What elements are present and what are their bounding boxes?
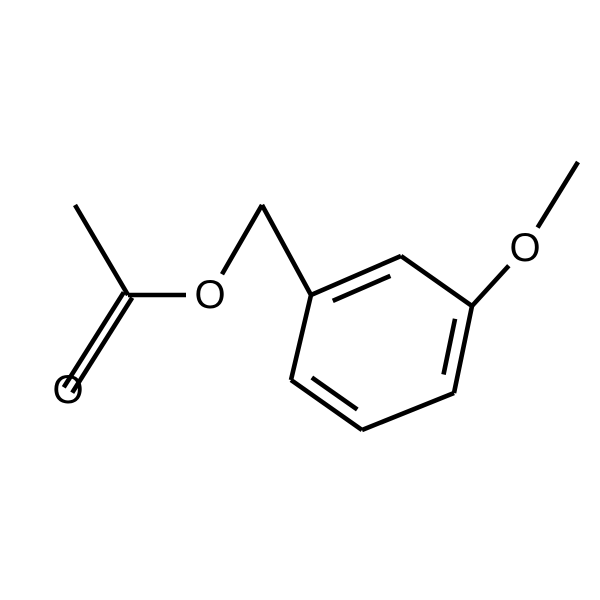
bond-line <box>362 393 454 430</box>
bond-line <box>444 319 456 375</box>
atom-label-o: O <box>194 273 225 317</box>
bond-line <box>538 162 578 228</box>
bond-line <box>312 378 357 410</box>
bond-line <box>454 306 472 393</box>
bond-line <box>75 205 128 295</box>
bond-line <box>472 266 509 306</box>
atom-label-o: O <box>509 226 540 270</box>
bond-line <box>291 295 311 380</box>
bond-line <box>222 205 262 274</box>
bond-line <box>401 256 472 306</box>
molecule-diagram: O O O <box>0 0 600 600</box>
atom-label-o: O <box>52 368 83 412</box>
bond-line <box>262 205 311 295</box>
